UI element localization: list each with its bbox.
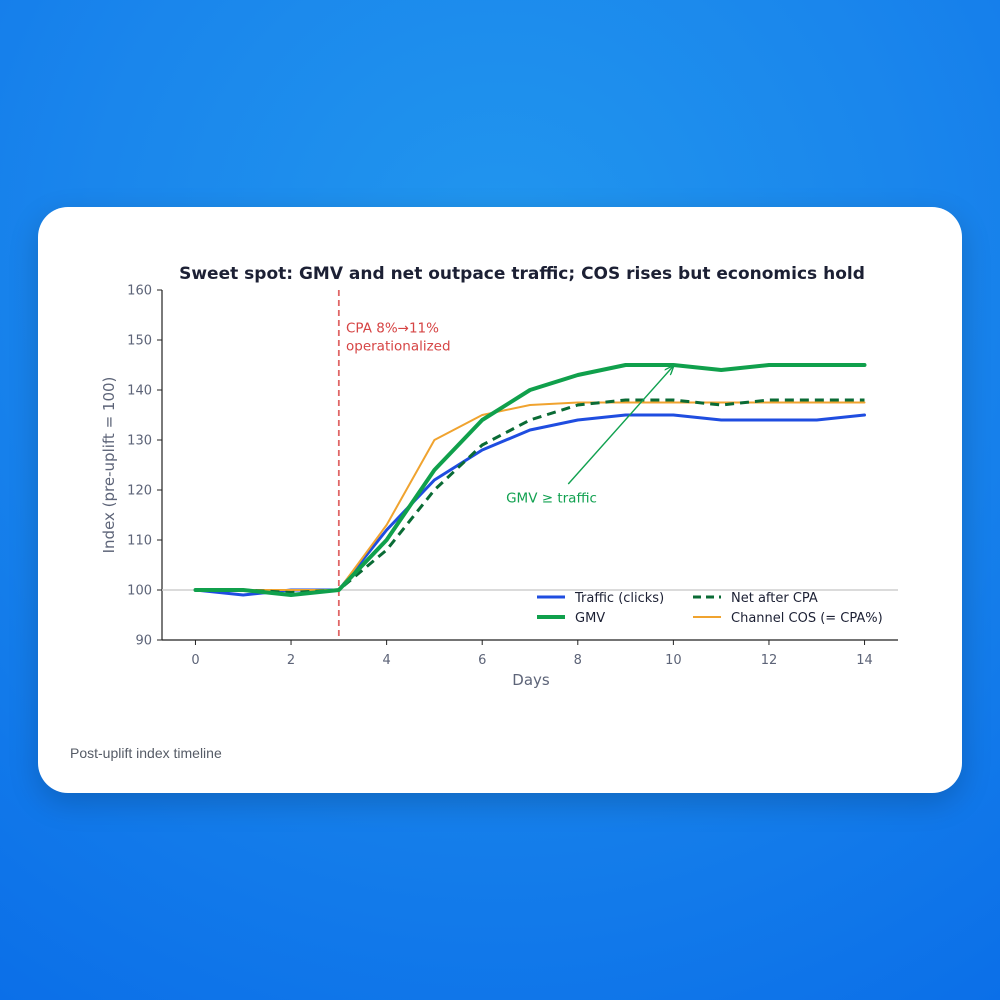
legend: Traffic (clicks) GMV Net after CPA Channel … — [537, 591, 883, 626]
y-axis-label: Index (pre-uplift = 100) — [100, 377, 118, 554]
chart-card: Sweet spot: GMV and net outpace traffic;… — [38, 207, 962, 793]
y-tick-label: 110 — [127, 534, 152, 549]
legend-label-2: Net after CPA — [731, 591, 818, 606]
x-tick-label: 8 — [574, 653, 582, 668]
x-tick-label: 4 — [382, 653, 390, 668]
series-layer — [193, 363, 867, 597]
x-axis-label: Days — [512, 671, 550, 689]
chart-title: Sweet spot: GMV and net outpace traffic;… — [179, 264, 865, 284]
y-tick-label: 90 — [135, 634, 152, 649]
y-tick-label: 150 — [127, 334, 152, 349]
legend-label-1: GMV — [575, 611, 605, 626]
x-tick-label: 12 — [761, 653, 778, 668]
x-tick-label: 14 — [856, 653, 873, 668]
axes: 0 2 4 6 8 10 12 14 90 100 110 120 130 140 150 160 — [127, 284, 898, 668]
legend-label-3: Channel COS (= CPA%) — [731, 611, 883, 626]
x-tick-label: 2 — [287, 653, 295, 668]
x-tick-label: 6 — [478, 653, 486, 668]
cpa-annotation-line: operationalized — [346, 339, 451, 355]
gmv-annotation-arrow — [567, 366, 673, 485]
series-line-1 — [193, 363, 867, 597]
gmv-annotation-text: GMV ≥ traffic — [506, 491, 597, 507]
y-tick-label: 100 — [127, 584, 152, 599]
x-tick-label: 10 — [665, 653, 682, 668]
cpa-annotation-line: CPA 8%→11% — [346, 321, 439, 337]
annotations: CPA 8%→11% operationalized GMV ≥ traffic — [346, 321, 673, 507]
series-line-3 — [194, 401, 866, 591]
x-tick-label: 0 — [191, 653, 199, 668]
y-tick-label: 160 — [127, 284, 152, 299]
y-tick-label: 120 — [127, 484, 152, 499]
y-tick-label: 140 — [127, 384, 152, 399]
legend-label-0: Traffic (clicks) — [574, 591, 664, 606]
chart-caption: Post-uplift index timeline — [70, 745, 222, 761]
line-chart: Sweet spot: GMV and net outpace traffic;… — [100, 264, 898, 689]
y-tick-label: 130 — [127, 434, 152, 449]
